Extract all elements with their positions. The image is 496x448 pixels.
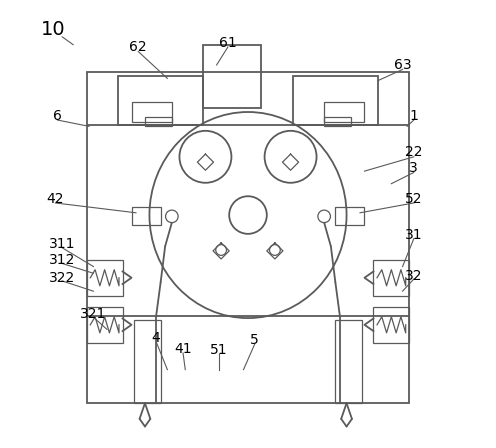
Bar — [118, 76, 203, 125]
Bar — [87, 260, 123, 296]
Bar — [324, 117, 351, 126]
Bar — [324, 102, 365, 122]
Bar — [373, 260, 409, 296]
Text: 4: 4 — [152, 331, 161, 345]
Text: 32: 32 — [405, 268, 423, 283]
Text: 52: 52 — [405, 192, 423, 207]
Bar — [134, 320, 161, 403]
Text: 10: 10 — [41, 20, 65, 39]
Text: 41: 41 — [174, 342, 192, 357]
Bar — [145, 117, 172, 126]
Text: 22: 22 — [405, 145, 423, 159]
Text: 42: 42 — [47, 192, 64, 207]
Bar — [335, 207, 365, 225]
Text: 1: 1 — [409, 109, 418, 124]
Text: 63: 63 — [394, 58, 411, 72]
Bar — [131, 207, 161, 225]
Text: 311: 311 — [49, 237, 75, 251]
Text: 51: 51 — [210, 343, 228, 358]
Bar — [335, 320, 362, 403]
Text: 312: 312 — [49, 253, 75, 267]
Text: 31: 31 — [405, 228, 423, 242]
Text: 62: 62 — [129, 40, 147, 54]
Bar — [131, 102, 172, 122]
Text: 61: 61 — [219, 35, 237, 50]
Bar — [87, 307, 123, 343]
Bar — [293, 76, 378, 125]
Text: 3: 3 — [409, 161, 418, 175]
Text: 5: 5 — [250, 333, 259, 348]
Bar — [87, 72, 409, 403]
Text: 321: 321 — [80, 306, 107, 321]
Bar — [373, 307, 409, 343]
Text: 6: 6 — [53, 109, 62, 124]
Bar — [203, 45, 261, 108]
Text: 322: 322 — [49, 271, 75, 285]
